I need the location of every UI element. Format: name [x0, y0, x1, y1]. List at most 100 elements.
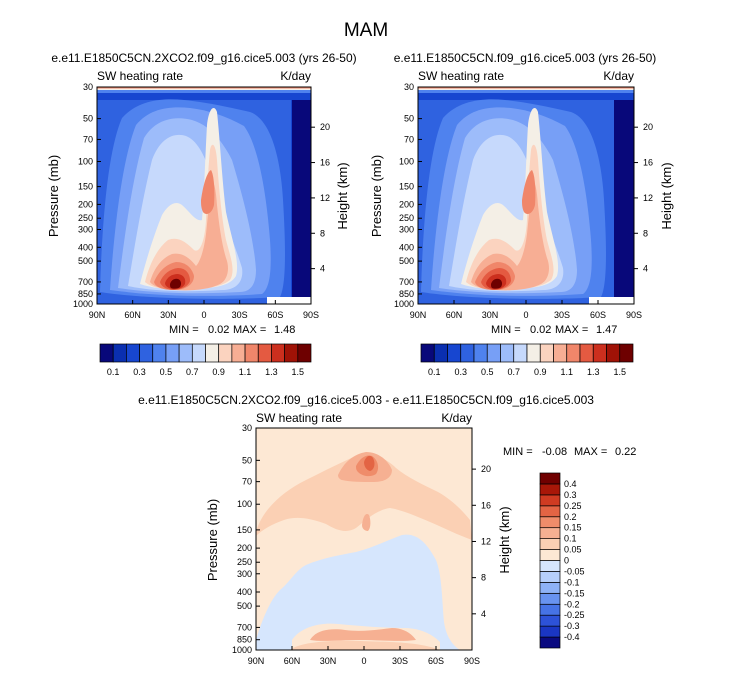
missing-region — [589, 297, 634, 304]
colorbar-label: 1.5 — [613, 367, 626, 377]
y-tick-label: 700 — [237, 622, 252, 632]
y-tick-label: 300 — [78, 224, 93, 234]
y-tick-label: 50 — [242, 455, 252, 465]
panel-title: e.e11.E1850C5CN.2XCO2.f09_g16.cice5.003 … — [51, 51, 356, 65]
y-right-tick-label: 20 — [643, 122, 653, 132]
colorbar-cell — [539, 603, 561, 616]
y-tick-label: 400 — [78, 242, 93, 252]
field-layer — [256, 534, 460, 650]
y-tick-label: 1000 — [232, 645, 252, 655]
colorbar-label: 0.7 — [507, 367, 520, 377]
field-layer — [292, 100, 311, 304]
y-tick-label: 700 — [399, 277, 414, 287]
colorbar-label: -0.4 — [564, 632, 580, 642]
colorbar-label: 0.3 — [564, 490, 577, 500]
field-layer — [614, 100, 634, 304]
y-tick-label: 1000 — [394, 299, 414, 309]
colorbar-cell — [539, 625, 561, 638]
y-tick-label: 250 — [399, 213, 414, 223]
colorbar-label: 0.3 — [454, 367, 467, 377]
y-tick-label: 300 — [237, 569, 252, 579]
min-value: 0.02 — [208, 324, 229, 336]
colorbar-cell — [579, 343, 594, 363]
x-tick-label: 90N — [248, 656, 265, 666]
colorbar-label: -0.15 — [564, 588, 585, 598]
colorbar: 0.1 0.3 0.5 0.7 0.9 1.1 1.3 1.5 — [99, 343, 312, 377]
x-tick-label: 90S — [303, 310, 319, 320]
y-tick-label: 500 — [78, 256, 93, 266]
y-tick-label: 150 — [78, 182, 93, 192]
x-axis: 90N 60N 30N 0 30S 60S 90S — [89, 300, 319, 320]
y-tick-label: 200 — [237, 543, 252, 553]
colorbar-label: 0.15 — [564, 523, 582, 533]
colorbar-label: 0.1 — [107, 367, 120, 377]
colorbar-label: -0.2 — [564, 599, 580, 609]
y-right-tick-label: 8 — [481, 573, 486, 583]
field-layer — [522, 170, 536, 214]
plot-area — [256, 428, 472, 650]
max-label: MAX = — [233, 324, 266, 336]
y-axis-label-right: Height (km) — [497, 506, 512, 573]
min-label: MIN = — [169, 324, 199, 336]
y-tick-label: 50 — [83, 114, 93, 124]
field-layer — [256, 454, 472, 540]
y-tick-label: 200 — [78, 199, 93, 209]
colorbar-cell — [539, 343, 554, 363]
colorbar-cell — [539, 505, 561, 518]
colorbar-cell — [592, 343, 607, 363]
y-tick-label: 150 — [399, 182, 414, 192]
colorbar-label: 1.5 — [292, 367, 305, 377]
y-right-tick-label: 4 — [481, 609, 486, 619]
y-right-tick-label: 8 — [320, 228, 325, 238]
y-tick-label: 500 — [399, 256, 414, 266]
colorbar-cell — [191, 343, 206, 363]
y-right-tick-label: 20 — [320, 122, 330, 132]
x-tick-label: 90N — [89, 310, 106, 320]
max-value: 1.48 — [274, 324, 295, 336]
y-right-tick-label: 12 — [320, 193, 330, 203]
y-tick-label: 70 — [404, 134, 414, 144]
y-axis-label: Pressure (mb) — [369, 155, 384, 237]
colorbar-cell — [99, 343, 114, 363]
colorbar-cell — [218, 343, 233, 363]
max-label: MAX = — [555, 324, 588, 336]
y-right-tick-label: 12 — [481, 536, 491, 546]
y-right-tick-label: 16 — [481, 500, 491, 510]
y-axis-label: Pressure (mb) — [205, 499, 220, 581]
x-tick-label: 30S — [232, 310, 248, 320]
colorbar-label: 0.05 — [564, 545, 582, 555]
colorbar-cell — [539, 516, 561, 529]
colorbar-cell — [433, 343, 448, 363]
colorbar-label: -0.05 — [564, 566, 585, 576]
y-tick-label: 1000 — [73, 299, 93, 309]
field-layer — [491, 278, 503, 289]
field-layer — [362, 514, 371, 531]
colorbar-cell — [284, 343, 299, 363]
y-tick-label: 100 — [78, 157, 93, 167]
x-tick-label: 0 — [523, 310, 528, 320]
y-right-tick-label: 12 — [643, 193, 653, 203]
x-tick-label: 0 — [361, 656, 366, 666]
x-tick-label: 60S — [267, 310, 283, 320]
right-string: K/day — [603, 69, 634, 83]
max-value: 0.22 — [615, 446, 636, 458]
colorbar-cell — [553, 343, 568, 363]
y-axis-right: 20 16 12 8 4 — [472, 464, 491, 619]
colorbar-cell — [566, 343, 581, 363]
y-axis-right: 20 16 12 8 4 — [311, 122, 330, 274]
y-tick-label: 400 — [237, 587, 252, 597]
x-axis: 90N 60N 30N 0 30S 60S 90S — [248, 646, 480, 666]
x-tick-label: 30N — [320, 656, 337, 666]
colorbar-cell — [526, 343, 541, 363]
field-layer — [310, 628, 416, 641]
left-string: SW heating rate — [418, 69, 504, 83]
x-tick-label: 0 — [201, 310, 206, 320]
right-string: K/day — [280, 69, 311, 83]
field-layer — [170, 278, 182, 289]
x-tick-label: 60S — [428, 656, 444, 666]
max-value: 1.47 — [596, 324, 617, 336]
colorbar-cell — [112, 343, 127, 363]
colorbar-cell — [539, 538, 561, 550]
